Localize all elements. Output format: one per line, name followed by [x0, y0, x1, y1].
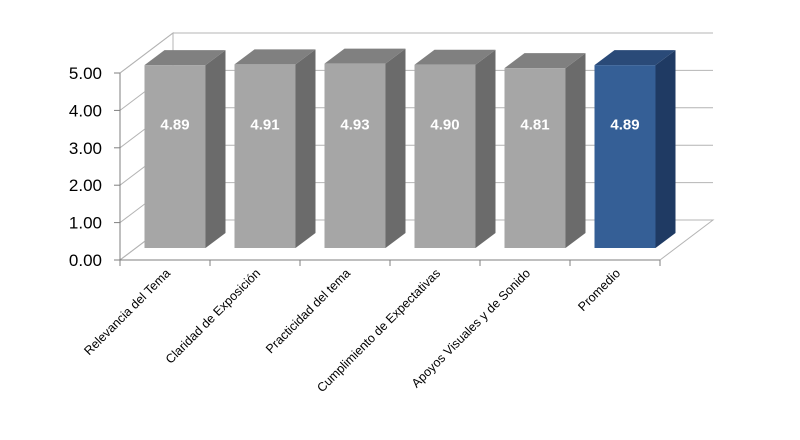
bar-front: [414, 64, 476, 249]
bar-front: [234, 64, 296, 248]
y-tick-label: 0.00: [69, 251, 102, 270]
y-tick-label: 4.00: [69, 101, 102, 120]
bar-practicidad-del-tema: 4.93: [324, 48, 406, 249]
bar-top: [504, 53, 586, 69]
gridline-depth: [119, 32, 174, 74]
x-tick-label: Practicidad del tema: [263, 266, 353, 356]
bars: 4.89 4.91 4.93 4.90 4.81 4.89: [144, 48, 676, 249]
y-tick-label: 2.00: [69, 176, 102, 195]
bar-top: [414, 49, 496, 65]
x-tick-label: Claridad de Exposición: [163, 266, 263, 366]
bar-front: [144, 65, 206, 248]
y-tick-label: 1.00: [69, 214, 102, 233]
bar-side: [385, 48, 406, 249]
bar-cumplimiento-de-expectativas: 4.90: [414, 49, 496, 249]
bar-top: [594, 50, 676, 66]
bar-side: [475, 49, 496, 248]
x-tick-label: Relevancia del Tema: [81, 266, 173, 358]
y-axis-tick-labels: 0.00 1.00 2.00 3.00 4.00 5.00: [69, 64, 102, 270]
bar-front: [504, 68, 566, 248]
bar-promedio: 4.89: [594, 50, 676, 248]
bar-top: [234, 49, 316, 65]
x-tick-label: Promedio: [575, 266, 623, 314]
data-label: 4.93: [340, 117, 369, 134]
bar-top: [324, 48, 406, 64]
bar-side: [565, 53, 586, 248]
bar-front: [324, 63, 386, 249]
bar-side: [655, 50, 676, 248]
y-tick-label: 5.00: [69, 64, 102, 83]
axes: [114, 72, 661, 266]
data-label: 4.91: [250, 117, 279, 134]
bar-side: [295, 49, 316, 249]
bar-apoyos-visuales-y-de-sonido: 4.81: [504, 53, 586, 248]
bar-top: [144, 50, 226, 66]
data-label: 4.89: [610, 117, 639, 134]
bar-front: [594, 65, 656, 248]
y-tick-label: 3.00: [69, 139, 102, 158]
data-label: 4.81: [520, 117, 549, 134]
bar-claridad-de-exposici-n: 4.91: [234, 49, 316, 249]
bar-side: [205, 50, 226, 248]
data-label: 4.89: [160, 117, 189, 134]
data-label: 4.90: [430, 117, 459, 134]
bar-relevancia-del-tema: 4.89: [144, 50, 226, 248]
